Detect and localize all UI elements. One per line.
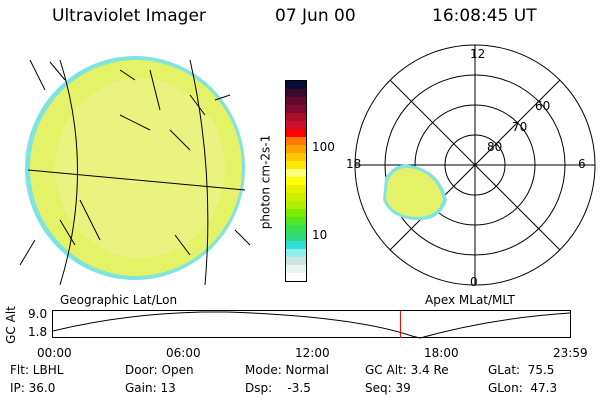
colorbar-swatch [286, 129, 306, 137]
colorbar-swatch [286, 265, 306, 273]
info-field: GLon: 47.3 [488, 381, 558, 395]
colorbar [285, 80, 307, 282]
colorbar-swatch [286, 249, 306, 257]
colorbar-swatch [286, 233, 306, 241]
info-field: GC Alt: 3.4 Re [365, 363, 449, 377]
colorbar-swatch [286, 113, 306, 121]
colorbar-tick-100: 100 [312, 140, 335, 154]
ytick-low: 1.8 [28, 325, 48, 339]
colorbar-swatch [286, 81, 306, 89]
polar-plot [354, 44, 596, 286]
xtick: 00:00 [37, 346, 72, 360]
info-field: GLat: 75.5 [488, 363, 555, 377]
ring-80-label: 80 [487, 140, 503, 154]
colorbar-swatch [286, 201, 306, 209]
colorbar-swatch [286, 105, 306, 113]
colorbar-swatch [286, 177, 306, 185]
colorbar-swatch [286, 137, 306, 145]
colorbar-swatch [286, 225, 306, 233]
colorbar-swatch [286, 209, 306, 217]
colorbar-tick-10: 10 [312, 228, 328, 242]
colorbar-swatch [286, 121, 306, 129]
xtick: 12:00 [295, 346, 330, 360]
geographic-grid [19, 59, 251, 286]
colorbar-swatch [286, 217, 306, 225]
info-field: Gain: 13 [125, 381, 176, 395]
colorbar-swatch [286, 257, 306, 265]
colorbar-swatch [286, 145, 306, 153]
xtick: 06:00 [166, 346, 201, 360]
info-field: IP: 36.0 [10, 381, 56, 395]
colorbar-swatch [286, 89, 306, 97]
colorbar-swatch [286, 97, 306, 105]
apex-caption: Apex MLat/MLT [425, 293, 515, 307]
colorbar-swatch [286, 241, 306, 249]
colorbar-swatch [286, 273, 306, 281]
info-field: Door: Open [125, 363, 194, 377]
mlt-12-label: 12 [470, 47, 486, 61]
mlt-0-label: 0 [470, 275, 478, 289]
xtick: 23:59 [553, 346, 588, 360]
timeline-ylabel: GC Alt [3, 306, 18, 344]
xtick: 18:00 [424, 346, 459, 360]
geographic-caption: Geographic Lat/Lon [60, 293, 178, 307]
colorbar-swatch [286, 161, 306, 169]
date: 07 Jun 00 [275, 6, 356, 26]
ytick-high: 9.0 [28, 307, 48, 321]
ring-70-label: 70 [512, 120, 528, 134]
colorbar-swatch [286, 153, 306, 161]
instrument-title: Ultraviolet Imager [52, 6, 206, 26]
earth-image [19, 56, 251, 286]
time: 16:08:45 UT [432, 6, 537, 26]
colorbar-swatch [286, 193, 306, 201]
altitude-timeline [52, 310, 571, 339]
colorbar-swatch [286, 169, 306, 177]
ring-60-label: 60 [535, 99, 551, 113]
mlt-6-label: 6 [578, 157, 586, 171]
info-field: Flt: LBHL [10, 363, 64, 377]
info-field: Dsp: -3.5 [245, 381, 311, 395]
info-field: Seq: 39 [365, 381, 411, 395]
info-field: Mode: Normal [245, 363, 329, 377]
mlt-18-label: 18 [346, 157, 362, 171]
colorbar-swatch [286, 185, 306, 193]
